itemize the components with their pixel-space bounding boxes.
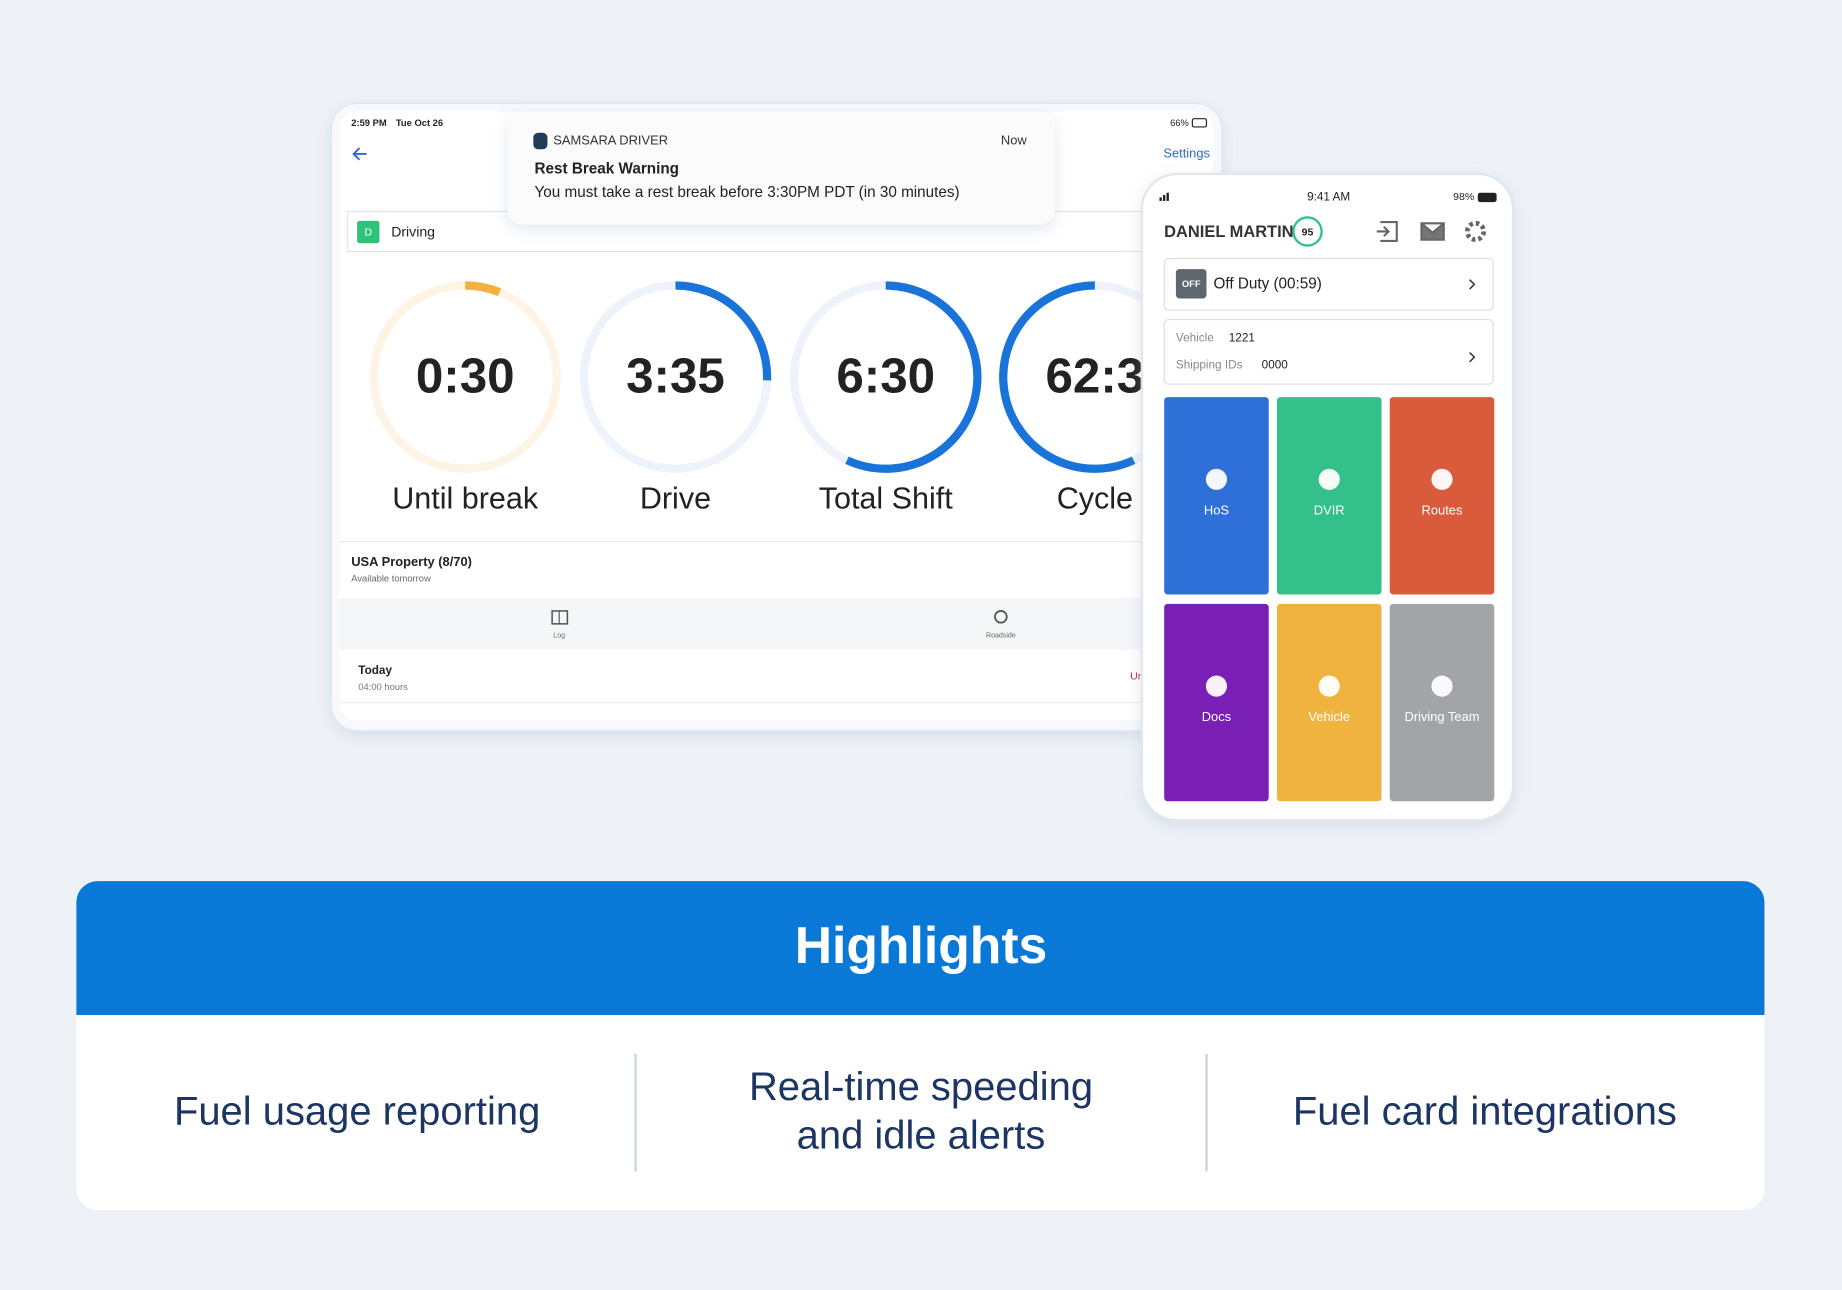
tile[interactable] <box>1164 397 1269 595</box>
shipping-label: Shipping IDs <box>1176 359 1243 372</box>
phone: 9:41 AM 98% DANIEL MARTIN 95 OFF Off Dut… <box>1140 172 1515 822</box>
tablet: 2:59 PM Tue Oct 26 66% Settings D Drivin… <box>330 102 1223 732</box>
notification-title: Rest Break Warning <box>535 160 680 177</box>
tab-label[interactable]: Roadside <box>986 632 1016 639</box>
roadside-icon[interactable] <box>994 610 1008 624</box>
vehicle-id: 1221 <box>1229 331 1255 344</box>
tile-icon <box>1205 675 1228 697</box>
tile-icon <box>1431 468 1453 490</box>
highlight-item: Fuel usage reporting <box>174 1089 540 1133</box>
driver-name: DANIEL MARTIN <box>1164 223 1293 241</box>
highlight-item: and idle alerts <box>797 1113 1046 1157</box>
score-ring <box>1292 216 1323 247</box>
notification-card[interactable] <box>507 111 1055 225</box>
tab-label[interactable]: Log <box>553 632 565 639</box>
tile-label[interactable]: Docs <box>1202 709 1231 724</box>
chevron <box>1469 351 1476 363</box>
vehicle-card[interactable] <box>1163 319 1494 385</box>
phone-time: 9:41 AM <box>1307 191 1350 204</box>
highlight-item: Real-time speeding <box>749 1065 1093 1109</box>
phone-battery: 98% <box>1453 191 1475 203</box>
clock-arc <box>465 281 502 297</box>
status-badge-bg <box>357 220 380 244</box>
clock-label: Cycle <box>1057 482 1133 516</box>
highlight-item: Fuel card integrations <box>1293 1089 1677 1133</box>
notification-time: Now <box>1001 132 1027 147</box>
highlights: Highlights Fuel usage reporting Real-time… <box>76 881 1765 1211</box>
clock-value: 3:35 <box>626 349 725 404</box>
status-time: 2:59 PM <box>351 117 387 128</box>
status-date: Tue Oct 26 <box>396 117 443 128</box>
log-status: Ur <box>1130 671 1142 683</box>
duty-status: Off Duty (00:59) <box>1214 275 1322 292</box>
tile-label[interactable]: Routes <box>1422 502 1463 517</box>
tile-label[interactable]: HoS <box>1204 502 1229 517</box>
tile-label[interactable]: Vehicle <box>1308 709 1350 724</box>
tile[interactable] <box>1389 397 1495 595</box>
tab-bar <box>339 598 1214 650</box>
highlight-items: Fuel usage reporting Real-time speedingan… <box>174 1065 1677 1157</box>
tile-icon <box>1318 468 1340 490</box>
duty-card[interactable] <box>1163 257 1494 311</box>
signal-icon <box>1159 192 1169 201</box>
duty-badge: OFF <box>1182 278 1201 289</box>
mail-icon[interactable] <box>1420 222 1445 241</box>
battery-icon <box>1477 192 1497 203</box>
settings-icon[interactable] <box>1464 220 1487 243</box>
tile-label[interactable]: DVIR <box>1314 502 1345 517</box>
log-day: Today <box>358 664 392 677</box>
battery: 66% <box>1170 117 1189 128</box>
ruleset-name: USA Property (8/70) <box>351 554 472 569</box>
tablet-screen <box>339 111 1214 721</box>
app-icon <box>533 132 548 150</box>
driver-score: 95 <box>1302 226 1314 238</box>
tiles: HoS DVIR Routes Docs Vehicle Driving Team <box>1164 397 1495 802</box>
tile-icon <box>1318 675 1340 697</box>
status-label: Driving <box>391 223 435 239</box>
shipping-id: 0000 <box>1262 359 1289 372</box>
clocks: 0:30 Until break 3:35 Drive 6:30 Total Shift 6… <box>369 281 1191 516</box>
status-badge: D <box>364 226 372 238</box>
duty-badge-bg <box>1175 269 1207 299</box>
notification-body: You must take a rest break before 3:30PM… <box>535 184 960 201</box>
clock-arc <box>999 281 1136 473</box>
settings-link[interactable]: Settings <box>1163 145 1210 160</box>
tile[interactable] <box>1276 397 1382 595</box>
tile-label[interactable]: Driving Team <box>1404 709 1479 724</box>
back-button[interactable] <box>352 147 367 161</box>
notification-app: SAMSARA DRIVER <box>553 132 668 147</box>
notification[interactable]: SAMSARA DRIVER Now Rest Break Warning Yo… <box>507 111 1055 225</box>
tile[interactable] <box>1164 603 1269 802</box>
vehicle-label: Vehicle <box>1176 331 1214 344</box>
highlights-title: Highlights <box>795 916 1048 974</box>
log-hours: 04:00 hours <box>358 681 408 692</box>
chevron <box>1469 279 1476 290</box>
clock-value: 0:30 <box>416 349 515 404</box>
clock-label: Total Shift <box>819 482 954 516</box>
logout-icon[interactable] <box>1376 221 1398 242</box>
clock-label: Until break <box>392 482 539 516</box>
clock-label: Drive <box>640 482 711 516</box>
clock-value: 62:3 <box>1045 349 1144 404</box>
clock-arc <box>675 281 772 381</box>
tile[interactable] <box>1276 603 1382 802</box>
ruleset-availability: Available tomorrow <box>351 573 431 584</box>
tile-icon <box>1205 468 1228 490</box>
clock-value: 6:30 <box>836 349 935 404</box>
clock-arc <box>845 281 982 473</box>
highlights-header <box>76 881 1765 1016</box>
tile-icon <box>1431 675 1453 697</box>
battery-icon <box>1191 118 1208 128</box>
tile[interactable] <box>1389 603 1495 802</box>
